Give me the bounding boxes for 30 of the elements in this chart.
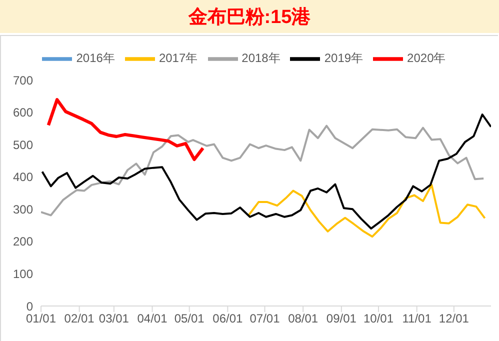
y-tick-label: 100	[12, 266, 34, 281]
legend-label: 2016年	[76, 51, 115, 66]
y-tick-label: 300	[12, 202, 34, 216]
line-series	[248, 184, 486, 238]
line-series	[41, 124, 485, 216]
x-tick-label: 06/01	[212, 312, 244, 326]
x-tick-label: 09/01	[326, 312, 357, 326]
x-tick-label: 08/01	[288, 312, 318, 326]
x-tick-label: 10/01	[363, 312, 394, 326]
y-tick-label: 400	[12, 170, 34, 184]
x-tick-label: 03/01	[98, 312, 130, 326]
x-tick-label: 07/01	[250, 312, 280, 326]
y-tick-label: 700	[12, 73, 34, 88]
y-tick-label: 600	[12, 106, 34, 120]
legend-label: 2019年	[324, 51, 364, 66]
legend-label: 2018年	[242, 51, 280, 66]
x-tick-label: 12/01	[438, 312, 470, 326]
y-tick-label: 500	[12, 138, 34, 152]
x-tick-label: 02/01	[64, 312, 95, 326]
legend-label: 2017年	[158, 51, 198, 66]
y-tick-label: 200	[12, 234, 34, 249]
line-series	[46, 98, 205, 162]
legend-label: 2020年	[407, 51, 446, 66]
chart-title: 金布巴粉:15港	[0, 0, 499, 33]
x-tick-label: 05/01	[174, 312, 205, 326]
x-tick-label: 01/01	[26, 312, 56, 326]
x-tick-label: 04/01	[137, 312, 168, 326]
x-tick-label: 11/01	[402, 312, 432, 326]
line-series	[41, 114, 491, 230]
y-tick-label: 0	[26, 299, 34, 314]
